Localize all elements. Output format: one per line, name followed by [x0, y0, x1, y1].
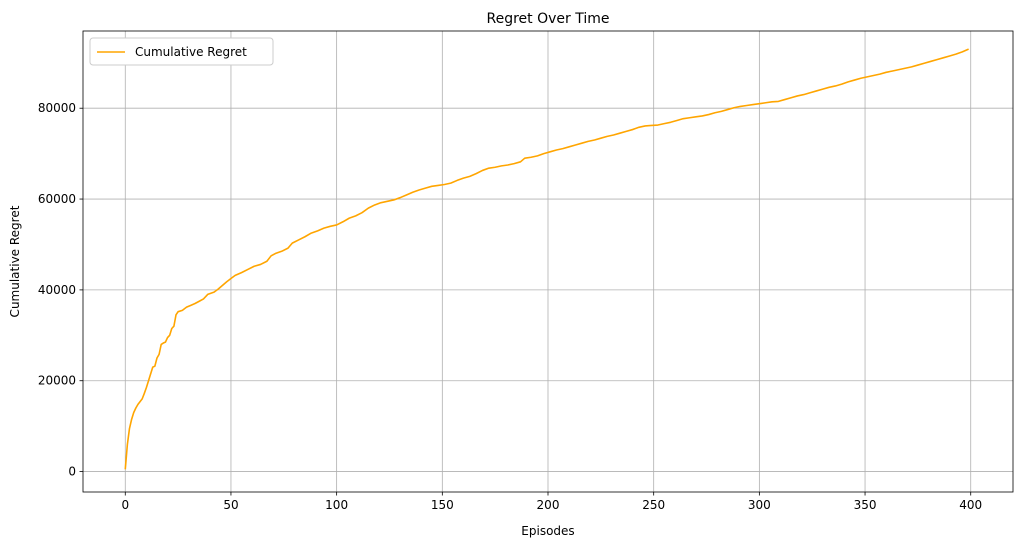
- y-tick-label: 20000: [38, 374, 76, 388]
- x-tick-label: 150: [431, 498, 454, 512]
- x-tick-label: 50: [223, 498, 238, 512]
- x-tick-label: 100: [325, 498, 348, 512]
- x-tick-label: 400: [959, 498, 982, 512]
- grid: [83, 31, 1013, 492]
- series-line-cumulative-regret: [124, 48, 969, 470]
- x-tick-label: 0: [121, 498, 129, 512]
- y-tick-label: 60000: [38, 192, 76, 206]
- x-tick-label: 200: [537, 498, 560, 512]
- y-tick-label: 0: [68, 465, 76, 479]
- legend: Cumulative Regret: [89, 37, 274, 66]
- x-tick-label: 350: [854, 498, 877, 512]
- legend-label: Cumulative Regret: [135, 45, 247, 59]
- x-tick-label: 300: [748, 498, 771, 512]
- x-axis-ticks: 0 50 100 150 200 250 300 350 400: [121, 492, 982, 512]
- legend-box: [89, 37, 274, 66]
- x-tick-label: 250: [642, 498, 665, 512]
- y-axis-label: Cumulative Regret: [8, 205, 22, 317]
- y-axis-ticks: 0 20000 40000 60000 80000: [38, 101, 83, 479]
- y-tick-label: 40000: [38, 283, 76, 297]
- y-tick-label: 80000: [38, 101, 76, 115]
- chart-title: Regret Over Time: [487, 11, 610, 27]
- x-axis-label: Episodes: [521, 524, 574, 538]
- series-layer: [124, 48, 969, 470]
